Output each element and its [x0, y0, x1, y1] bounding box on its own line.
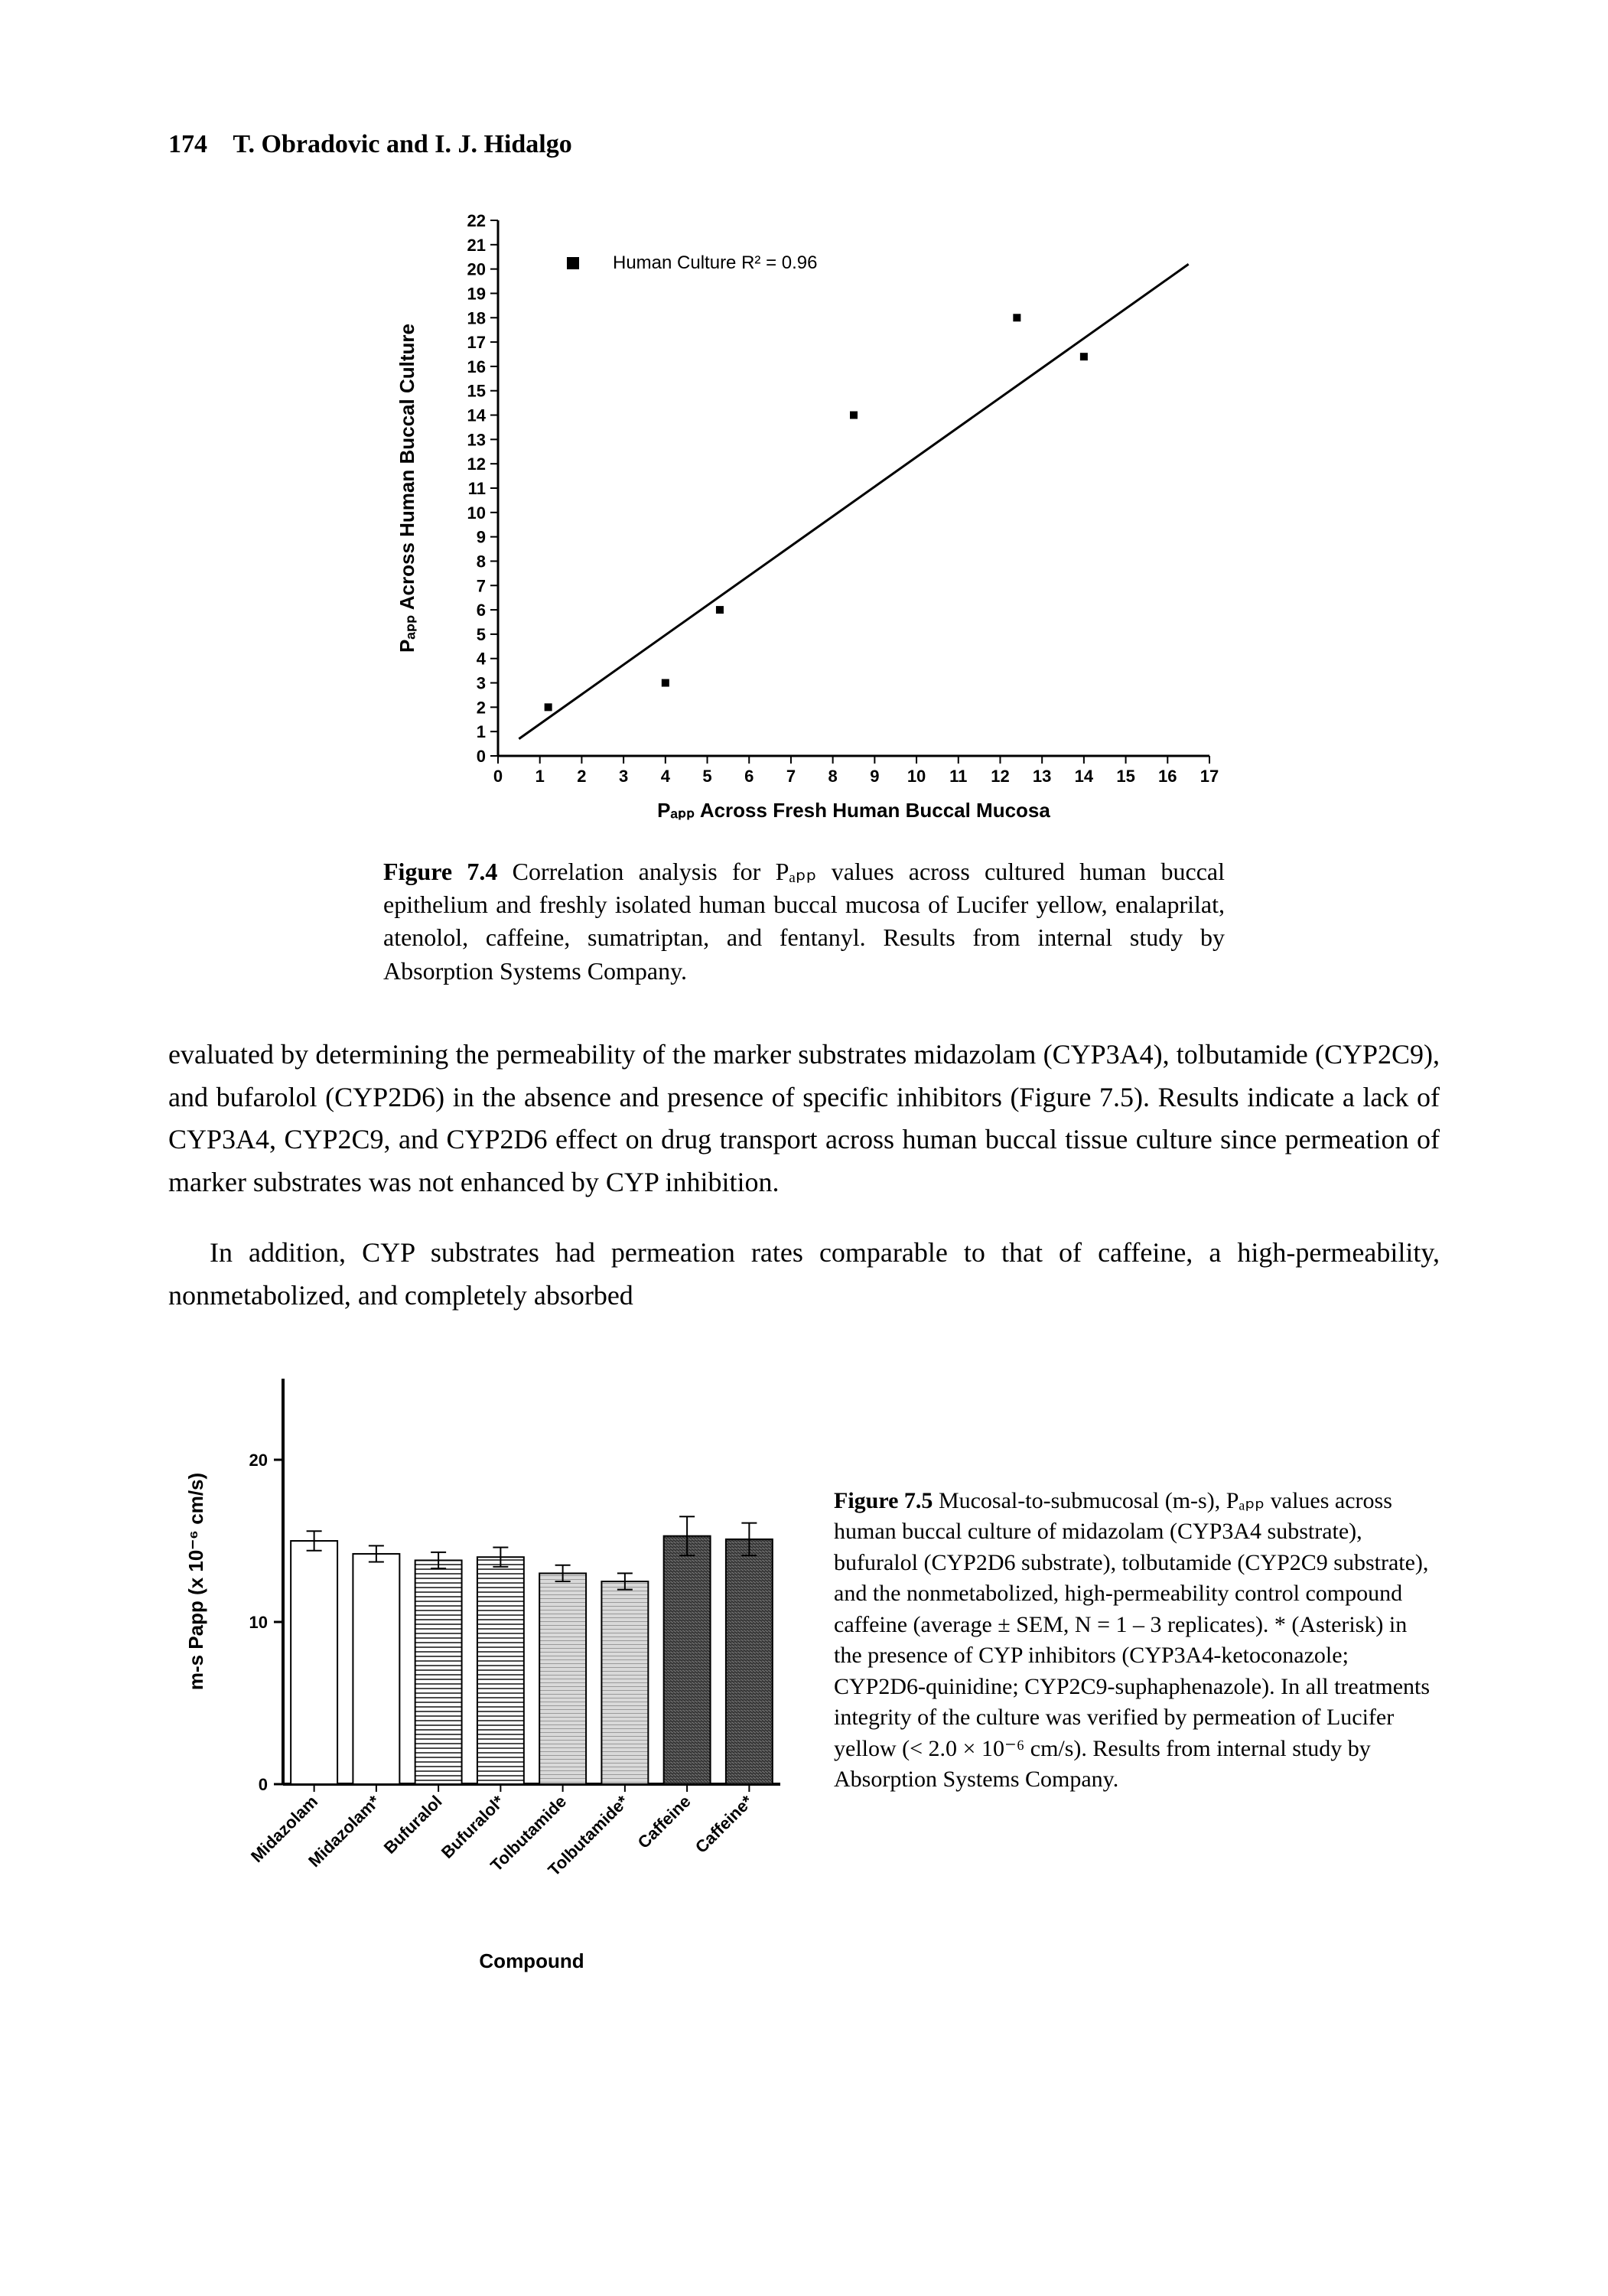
svg-text:10: 10 [249, 1613, 268, 1632]
svg-text:13: 13 [467, 430, 486, 449]
svg-text:3: 3 [619, 767, 628, 786]
svg-text:16: 16 [467, 357, 486, 376]
svg-text:2: 2 [477, 698, 486, 717]
figure-7-5-number: Figure 7.5 [834, 1488, 933, 1513]
svg-text:15: 15 [467, 382, 486, 401]
svg-text:17: 17 [1200, 767, 1219, 786]
svg-text:20: 20 [467, 260, 486, 279]
svg-text:Human Culture R² = 0.96: Human Culture R² = 0.96 [613, 252, 817, 273]
svg-text:Caffeine*: Caffeine* [692, 1791, 757, 1856]
svg-text:12: 12 [467, 454, 486, 474]
page-authors: T. Obradovic and I. J. Hidalgo [233, 130, 571, 158]
figure-7-4-caption: Figure 7.4 Correlation analysis for Pₐₚₚ… [383, 855, 1225, 988]
svg-text:Bufuralol: Bufuralol [380, 1791, 446, 1857]
svg-text:20: 20 [249, 1451, 268, 1470]
svg-text:5: 5 [702, 767, 711, 786]
page-number: 174 [168, 130, 207, 158]
svg-text:13: 13 [1033, 767, 1051, 786]
page-header: 174 T. Obradovic and I. J. Hidalgo [168, 130, 1440, 159]
figure-7-4: 0123456789101112131415161718192021220123… [383, 205, 1225, 988]
scatter-plot: 0123456789101112131415161718192021220123… [383, 205, 1225, 832]
svg-text:11: 11 [949, 767, 967, 786]
svg-text:1: 1 [477, 722, 486, 741]
svg-text:10: 10 [467, 503, 486, 523]
svg-text:16: 16 [1158, 767, 1177, 786]
figure-7-4-number: Figure 7.4 [383, 858, 497, 885]
figure-7-5-caption-text: Mucosal-to-submucosal (m-s), Pₐₚₚ values… [834, 1488, 1430, 1793]
svg-text:5: 5 [477, 625, 486, 644]
svg-text:12: 12 [991, 767, 1009, 786]
svg-text:19: 19 [467, 284, 486, 303]
svg-text:2: 2 [577, 767, 586, 786]
figure-7-4-caption-text: Correlation analysis for Pₐₚₚ values acr… [383, 858, 1225, 985]
svg-text:8: 8 [828, 767, 838, 786]
svg-text:17: 17 [467, 333, 486, 352]
svg-text:21: 21 [467, 236, 486, 255]
page: 174 T. Obradovic and I. J. Hidalgo 01234… [0, 0, 1608, 2296]
svg-text:0: 0 [477, 747, 486, 766]
svg-text:22: 22 [467, 211, 486, 230]
svg-text:18: 18 [467, 308, 486, 327]
bar-chart: 01020MidazolamMidazolam*BufuralolBufural… [168, 1356, 796, 1983]
svg-text:1: 1 [535, 767, 545, 786]
svg-text:4: 4 [477, 650, 487, 669]
svg-text:7: 7 [477, 576, 486, 595]
svg-text:6: 6 [477, 601, 486, 620]
svg-text:0: 0 [493, 767, 503, 786]
svg-text:Pₐₚₚ Across Fresh Human Buccal: Pₐₚₚ Across Fresh Human Buccal Mucosa [657, 799, 1050, 822]
svg-text:9: 9 [870, 767, 879, 786]
svg-text:4: 4 [661, 767, 671, 786]
figure-7-5-row: 01020MidazolamMidazolam*BufuralolBufural… [168, 1356, 1440, 1983]
body-paragraph-1: evaluated by determining the permeabilit… [168, 1034, 1440, 1204]
svg-text:0: 0 [259, 1775, 268, 1794]
svg-text:Caffeine: Caffeine [634, 1791, 695, 1851]
svg-text:15: 15 [1116, 767, 1134, 786]
body-paragraph-2: In addition, CYP substrates had permeati… [168, 1232, 1440, 1317]
svg-text:11: 11 [468, 479, 486, 498]
svg-text:7: 7 [786, 767, 796, 786]
svg-text:Compound: Compound [479, 1949, 584, 1972]
svg-text:Pₐₚₚ Across Human Buccal Cultu: Pₐₚₚ Across Human Buccal Culture [395, 324, 418, 653]
svg-text:6: 6 [744, 767, 754, 786]
svg-text:m-s Papp (x 10⁻⁶ cm/s): m-s Papp (x 10⁻⁶ cm/s) [184, 1472, 207, 1689]
svg-text:10: 10 [907, 767, 926, 786]
svg-text:8: 8 [477, 552, 486, 571]
svg-text:9: 9 [477, 528, 486, 547]
figure-7-5-caption: Figure 7.5 Mucosal-to-submucosal (m-s), … [834, 1356, 1440, 1796]
svg-text:14: 14 [1075, 767, 1094, 786]
svg-text:3: 3 [477, 674, 486, 693]
svg-text:14: 14 [467, 406, 487, 425]
